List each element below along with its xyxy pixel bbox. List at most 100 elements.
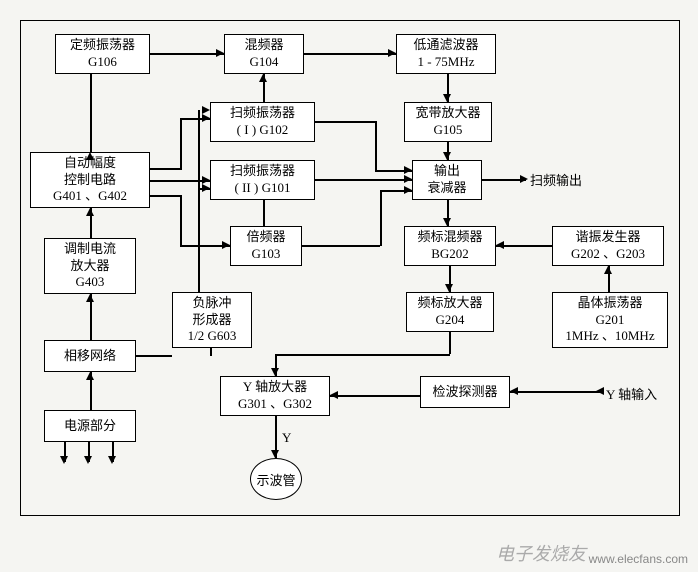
node-g403: 调制电流 放大器 G403 bbox=[44, 238, 136, 294]
node-text: G401 、G402 bbox=[53, 188, 127, 205]
node-text: 控制电路 bbox=[64, 172, 116, 189]
arrowhead-icon bbox=[510, 387, 518, 395]
edge bbox=[302, 245, 380, 247]
arrowhead-icon bbox=[404, 166, 412, 174]
node-amp-ctrl: 自动幅度 控制电路 G401 、G402 bbox=[30, 152, 150, 208]
node-text: 1 - 75MHz bbox=[417, 54, 474, 71]
label-y-in: Y 轴输入 bbox=[606, 384, 657, 403]
arrowhead-icon bbox=[443, 152, 451, 160]
arrowhead-icon bbox=[202, 184, 210, 192]
node-text: 检波探测器 bbox=[432, 384, 497, 401]
arrowhead-icon bbox=[108, 456, 116, 464]
edge bbox=[90, 74, 92, 152]
edge bbox=[180, 118, 182, 170]
node-bg202: 频标混频器 BG202 bbox=[404, 226, 496, 266]
arrowhead-icon bbox=[404, 186, 412, 194]
node-g103: 倍频器 G103 bbox=[230, 226, 302, 266]
edge bbox=[304, 53, 396, 55]
node-text: 形成器 bbox=[192, 312, 231, 329]
node-g101: 扫频振荡器 ( II ) G101 bbox=[210, 160, 315, 200]
node-text: 谐振发生器 bbox=[575, 229, 640, 246]
arrowhead-icon bbox=[84, 456, 92, 464]
node-text: 调制电流 bbox=[64, 241, 116, 258]
label-y: Y bbox=[282, 430, 291, 446]
node-text: G104 bbox=[250, 54, 279, 71]
node-text: 负脉冲 bbox=[192, 295, 231, 312]
node-g104: 混频器 G104 bbox=[224, 34, 304, 74]
node-text: 频标混频器 bbox=[417, 229, 482, 246]
arrowhead-icon bbox=[445, 284, 453, 292]
arrowhead-icon bbox=[86, 294, 94, 302]
arrowhead-icon bbox=[443, 94, 451, 102]
arrowhead-icon bbox=[86, 208, 94, 216]
arrowhead-icon bbox=[443, 218, 451, 226]
node-text: 晶体振荡器 bbox=[577, 295, 642, 312]
node-text: G301 、G302 bbox=[238, 396, 312, 413]
arrowhead-icon bbox=[216, 49, 224, 57]
arrowhead-icon bbox=[596, 387, 604, 395]
edge bbox=[150, 180, 210, 182]
edge bbox=[449, 332, 451, 354]
arrowhead-icon bbox=[496, 241, 504, 249]
node-oscilloscope: 示波管 bbox=[250, 458, 302, 500]
edge bbox=[150, 195, 180, 197]
node-detector: 检波探测器 bbox=[420, 376, 510, 408]
edge bbox=[210, 348, 212, 356]
node-text: G201 bbox=[596, 312, 625, 329]
edge bbox=[496, 245, 552, 247]
node-g603: 负脉冲 形成器 1/2 G603 bbox=[172, 292, 252, 348]
arrowhead-icon bbox=[222, 241, 230, 249]
node-g106: 定频振荡器 G106 bbox=[55, 34, 150, 74]
node-text: 频标放大器 bbox=[417, 295, 482, 312]
node-g301: Y 轴放大器 G301 、G302 bbox=[220, 376, 330, 416]
edge bbox=[180, 195, 182, 245]
arrowhead-icon bbox=[60, 456, 68, 464]
node-text: G403 bbox=[76, 274, 105, 291]
node-lowpass: 低通滤波器 1 - 75MHz bbox=[396, 34, 496, 74]
node-text: 混频器 bbox=[244, 37, 283, 54]
arrowhead-icon bbox=[604, 266, 612, 274]
node-text: 示波管 bbox=[256, 470, 295, 489]
edge bbox=[150, 168, 180, 170]
watermark-text: www.elecfans.com bbox=[589, 552, 688, 566]
edge bbox=[136, 355, 172, 357]
node-text: 相移网络 bbox=[64, 348, 116, 365]
arrowhead-icon bbox=[86, 152, 94, 160]
node-text: ( II ) G101 bbox=[235, 180, 291, 197]
edge bbox=[263, 200, 265, 226]
arrowhead-icon bbox=[271, 450, 279, 458]
node-text: 倍频器 bbox=[246, 229, 285, 246]
arrowhead-icon bbox=[271, 368, 279, 376]
watermark-logo: 电子发烧友 bbox=[496, 540, 586, 566]
node-text: 1MHz 、10MHz bbox=[565, 328, 654, 345]
edge bbox=[330, 395, 420, 397]
node-text: G202 、G203 bbox=[571, 246, 645, 263]
node-g201: 晶体振荡器 G201 1MHz 、10MHz bbox=[552, 292, 668, 348]
edge bbox=[315, 121, 375, 123]
node-out-atten: 输出 衰减器 bbox=[412, 160, 482, 200]
arrowhead-icon bbox=[202, 106, 210, 114]
node-phase-net: 相移网络 bbox=[44, 340, 136, 372]
node-text: G204 bbox=[436, 312, 465, 329]
node-text: 低通滤波器 bbox=[413, 37, 478, 54]
edge bbox=[150, 53, 224, 55]
edge bbox=[198, 110, 200, 292]
node-text: 定频振荡器 bbox=[70, 37, 135, 54]
node-text: 电源部分 bbox=[64, 418, 116, 435]
edge bbox=[510, 391, 600, 393]
edge bbox=[380, 190, 382, 246]
arrowhead-icon bbox=[520, 175, 528, 183]
edge bbox=[375, 121, 377, 171]
node-text: 1/2 G603 bbox=[188, 328, 237, 345]
arrowhead-icon bbox=[259, 74, 267, 82]
arrowhead-icon bbox=[202, 176, 210, 184]
arrowhead-icon bbox=[202, 114, 210, 122]
node-text: ( I ) G102 bbox=[237, 122, 289, 139]
node-text: 扫频振荡器 bbox=[230, 105, 295, 122]
node-text: 扫频振荡器 bbox=[230, 163, 295, 180]
label-sweep-out: 扫频输出 bbox=[530, 170, 582, 189]
node-text: BG202 bbox=[431, 246, 469, 263]
node-g102: 扫频振荡器 ( I ) G102 bbox=[210, 102, 315, 142]
node-text: G105 bbox=[434, 122, 463, 139]
node-text: 输出 bbox=[434, 163, 460, 180]
